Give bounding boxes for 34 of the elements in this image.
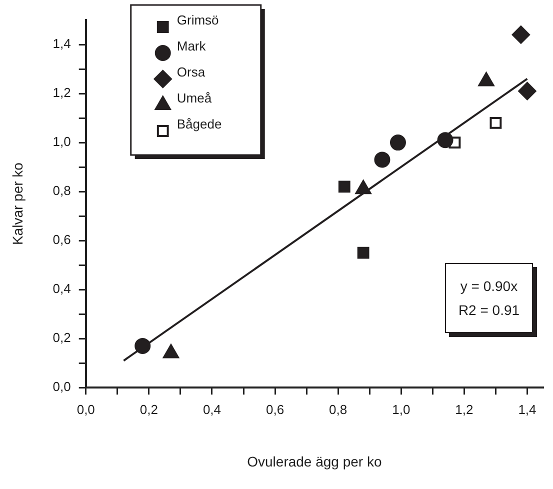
x-axis-title: Ovulerade ägg per ko — [247, 453, 382, 470]
legend-label: Grimsö — [176, 12, 219, 28]
annotation: y = 0.90x — [459, 278, 519, 294]
point — [134, 338, 151, 354]
annotation: R2 = 0.91 — [457, 302, 521, 318]
y-tick-label: 0,0 — [52, 379, 71, 394]
x-tick-label: 1,4 — [518, 402, 536, 417]
y-tick-label: 0,4 — [52, 281, 71, 296]
y-tick-label: 0,2 — [52, 330, 71, 346]
x-tick-label: 0,2 — [140, 402, 158, 417]
y-tick-label: 1,0 — [52, 134, 71, 150]
point — [390, 134, 406, 151]
x-tick-label: 1,0 — [392, 402, 410, 417]
legend-label: Umeå — [176, 90, 212, 106]
x-tick-label: 0,8 — [329, 402, 348, 417]
point — [490, 116, 502, 129]
x-tick-label: 0,0 — [76, 402, 95, 417]
x-tick-label: 0,4 — [202, 402, 222, 417]
x-tick-label: 0,6 — [266, 402, 284, 417]
y-tick-label: 1,2 — [52, 85, 71, 100]
legend-label: Bågede — [176, 116, 222, 132]
y-tick-label: 0,8 — [52, 183, 71, 198]
point — [518, 82, 536, 100]
point — [374, 152, 390, 168]
point — [357, 246, 370, 259]
y-axis-title: Kalvar per ko — [9, 162, 26, 246]
y-tick-label: 1,4 — [52, 36, 71, 52]
point — [437, 132, 454, 148]
point — [338, 180, 350, 193]
x-tick-label: 1,2 — [455, 402, 474, 417]
y-tick-label: 0,6 — [52, 232, 71, 248]
legend-label: Mark — [176, 38, 206, 54]
legend-label: Orsa — [176, 64, 206, 80]
point — [512, 26, 530, 44]
